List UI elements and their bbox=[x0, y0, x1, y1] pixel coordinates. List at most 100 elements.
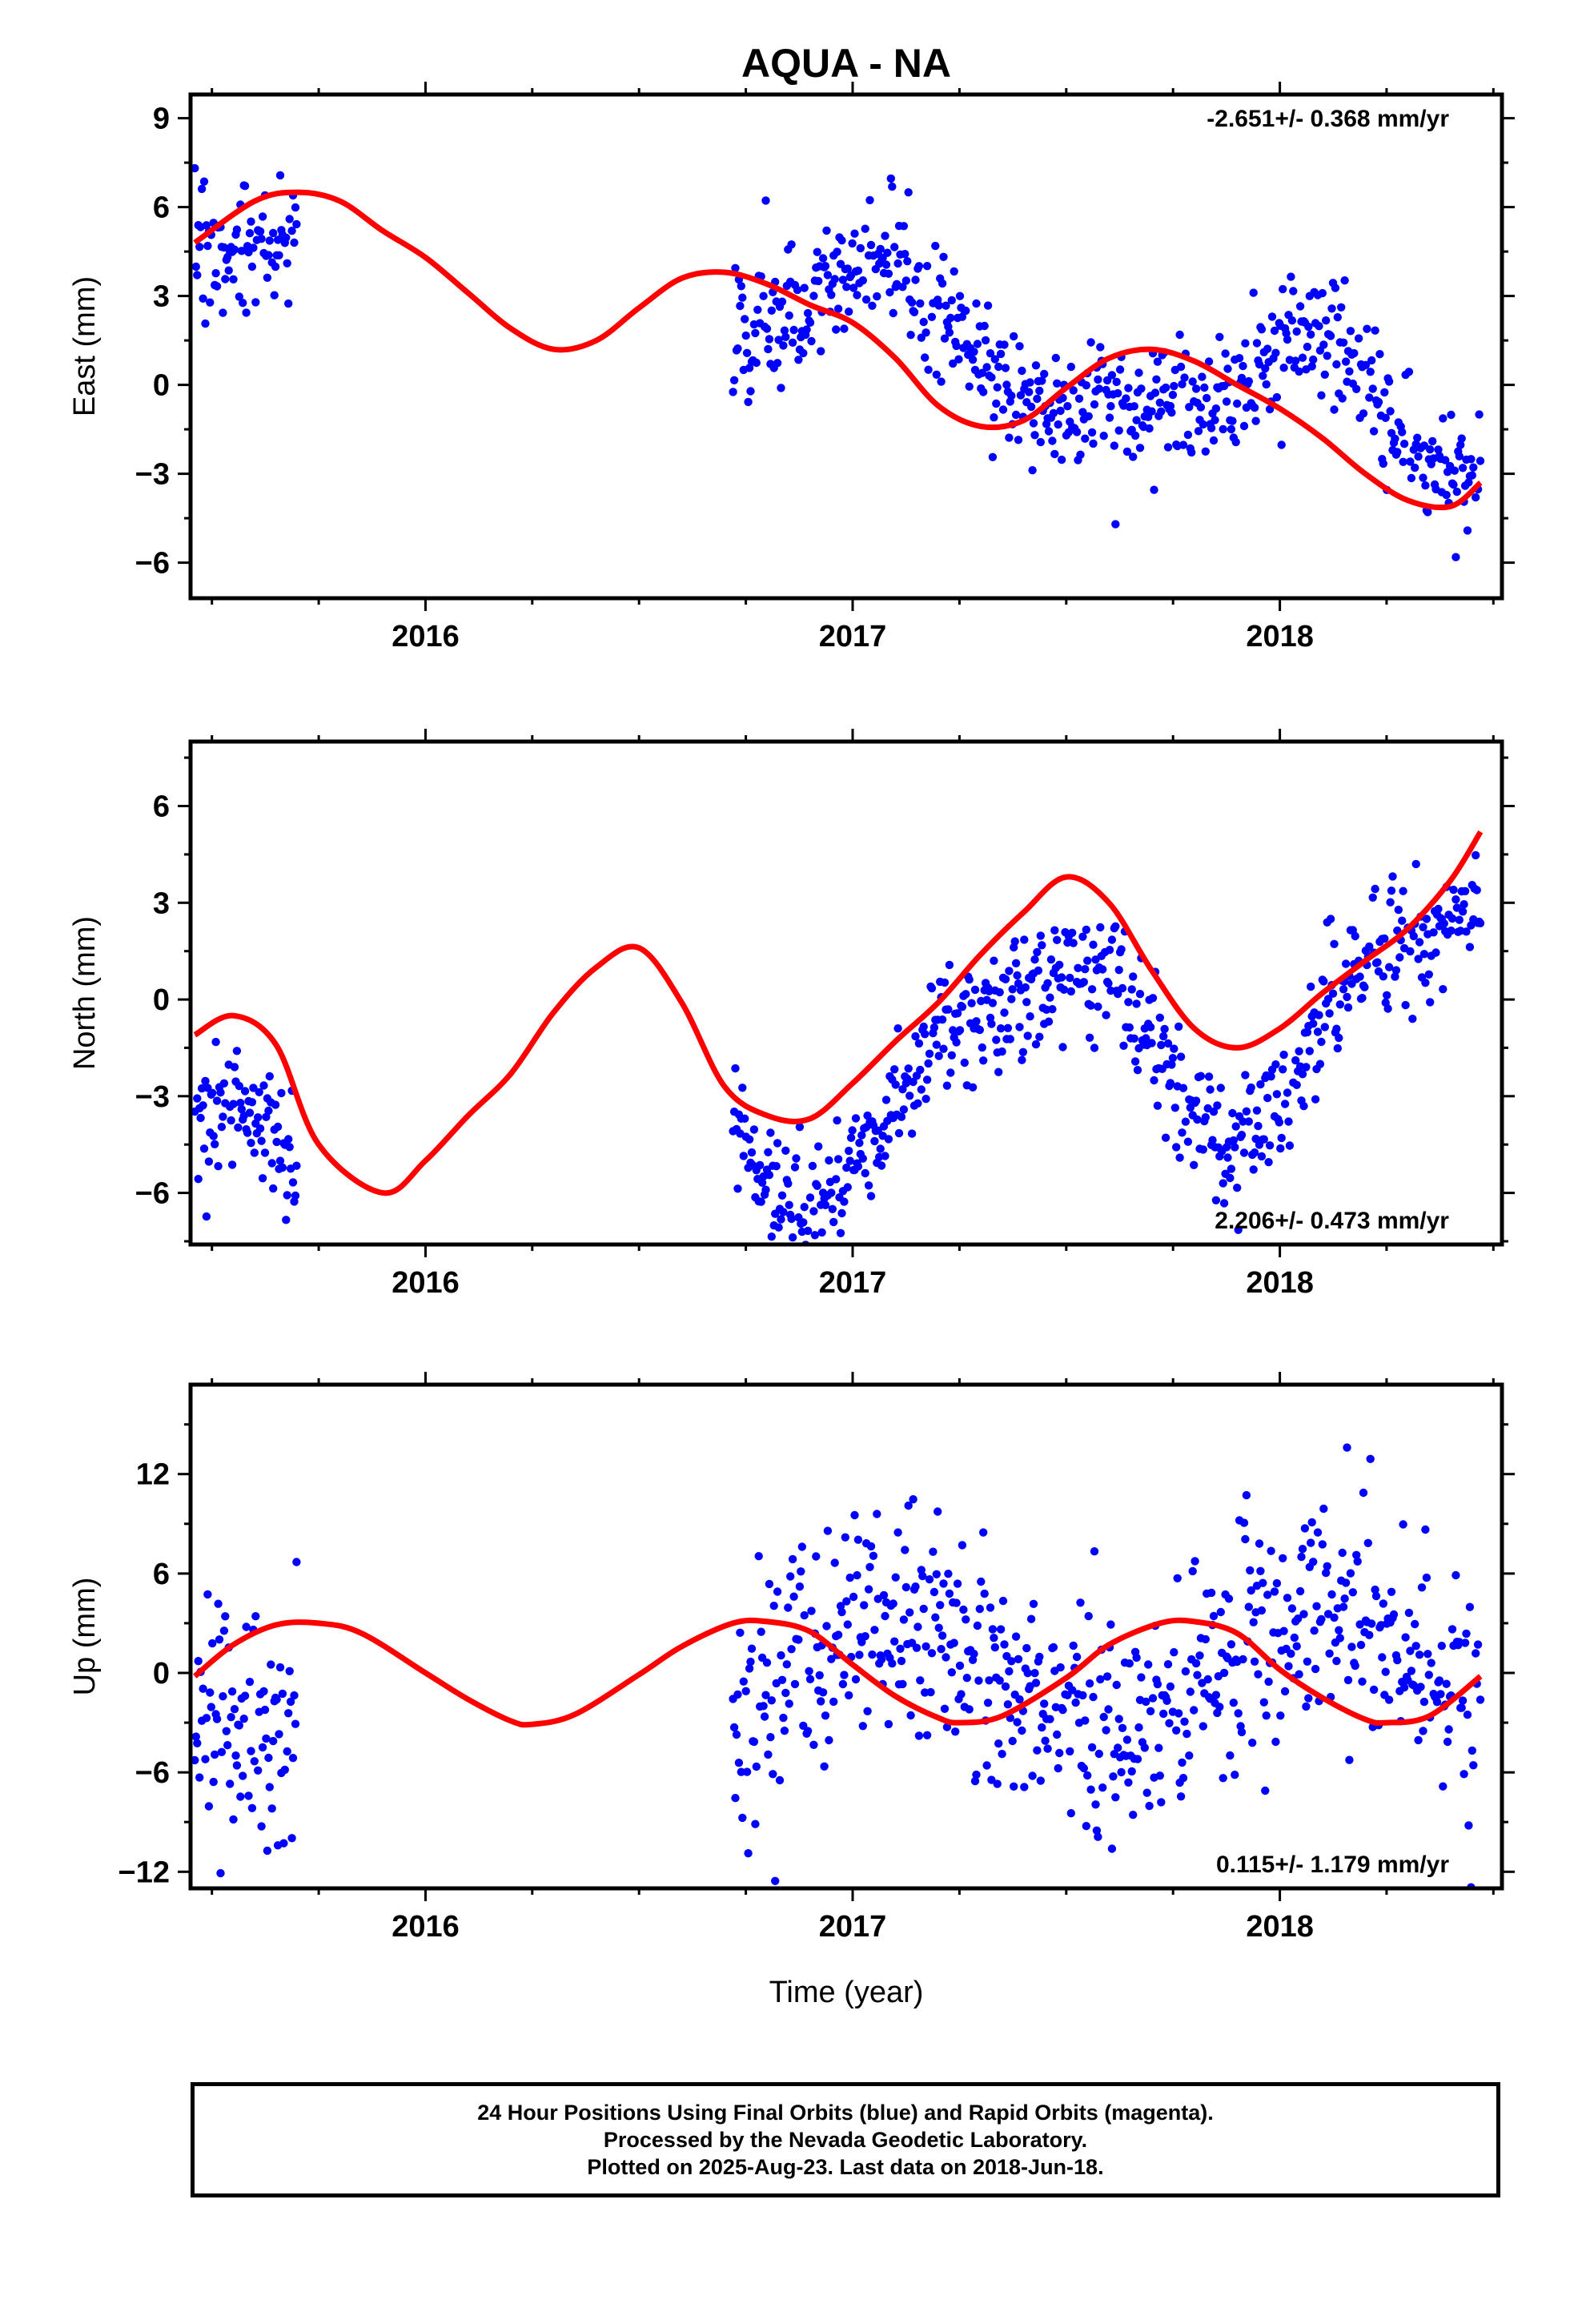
data-point bbox=[254, 1113, 263, 1122]
data-point bbox=[206, 298, 215, 307]
data-point bbox=[904, 1064, 913, 1073]
data-point bbox=[884, 1719, 893, 1729]
data-point bbox=[1201, 447, 1211, 456]
data-point bbox=[898, 1085, 907, 1094]
data-point bbox=[1265, 404, 1275, 414]
data-point bbox=[975, 1604, 985, 1614]
data-point bbox=[953, 1009, 962, 1018]
data-point bbox=[1244, 1117, 1254, 1126]
data-point bbox=[1122, 394, 1130, 403]
data-point bbox=[1283, 1594, 1292, 1602]
data-point bbox=[990, 956, 998, 965]
data-point bbox=[194, 1175, 203, 1184]
data-points-up bbox=[191, 1443, 1485, 1888]
data-point bbox=[914, 1731, 924, 1740]
data-point bbox=[1082, 1822, 1091, 1831]
data-point bbox=[1172, 1726, 1181, 1735]
data-point bbox=[1094, 375, 1102, 384]
data-point bbox=[1018, 1726, 1026, 1735]
data-point bbox=[1204, 1072, 1214, 1081]
data-point bbox=[746, 1657, 755, 1667]
data-point bbox=[1346, 1569, 1355, 1578]
data-point bbox=[786, 1572, 795, 1581]
data-point bbox=[1429, 928, 1438, 937]
data-point bbox=[227, 1160, 237, 1169]
data-point bbox=[236, 1792, 245, 1801]
data-point bbox=[1118, 1723, 1127, 1732]
data-point bbox=[1235, 354, 1244, 363]
data-point bbox=[739, 1152, 748, 1160]
data-point bbox=[1251, 416, 1260, 425]
data-point bbox=[1043, 979, 1052, 988]
data-point bbox=[1001, 364, 1010, 372]
data-point bbox=[1206, 1085, 1215, 1094]
data-point bbox=[1462, 927, 1471, 936]
data-point bbox=[1299, 1102, 1308, 1111]
data-point bbox=[1074, 394, 1084, 403]
model-curve-up bbox=[193, 1617, 1483, 1728]
data-point bbox=[1115, 365, 1125, 374]
data-point bbox=[1375, 350, 1384, 359]
data-point bbox=[191, 1755, 199, 1765]
data-point bbox=[1168, 390, 1178, 400]
data-point bbox=[899, 222, 909, 231]
data-point bbox=[1369, 427, 1379, 436]
data-point bbox=[1371, 1585, 1379, 1594]
data-point bbox=[1124, 384, 1133, 392]
plot-frame bbox=[188, 92, 1504, 601]
data-point bbox=[1439, 414, 1447, 423]
data-point bbox=[827, 1188, 836, 1197]
data-point bbox=[1094, 1749, 1104, 1759]
data-point bbox=[1335, 1000, 1345, 1009]
data-point bbox=[264, 1106, 273, 1116]
data-point bbox=[1458, 907, 1468, 916]
data-point bbox=[239, 299, 247, 308]
data-point bbox=[868, 301, 877, 310]
data-point bbox=[988, 452, 998, 461]
data-point bbox=[913, 1622, 922, 1631]
data-point bbox=[1215, 332, 1224, 341]
data-point bbox=[919, 317, 928, 327]
data-point bbox=[1066, 362, 1076, 372]
data-point bbox=[805, 318, 815, 327]
data-point bbox=[1130, 1057, 1140, 1066]
data-point bbox=[265, 1072, 274, 1081]
data-point bbox=[1317, 391, 1326, 400]
data-point bbox=[1035, 386, 1044, 396]
data-point bbox=[1419, 473, 1427, 482]
data-point bbox=[1345, 1755, 1354, 1764]
data-point bbox=[1000, 1008, 1009, 1017]
data-point bbox=[818, 1688, 828, 1697]
data-point bbox=[1267, 1546, 1275, 1555]
data-point bbox=[1303, 1027, 1312, 1037]
data-point bbox=[1055, 1748, 1064, 1758]
data-point bbox=[833, 1155, 843, 1164]
data-point bbox=[1216, 1084, 1226, 1092]
data-point bbox=[1432, 1698, 1442, 1707]
data-point bbox=[1137, 1673, 1146, 1682]
data-point bbox=[749, 1737, 759, 1747]
data-point bbox=[729, 1723, 739, 1732]
data-point bbox=[1066, 1809, 1076, 1818]
data-point bbox=[1028, 1771, 1037, 1780]
data-point bbox=[291, 1191, 300, 1200]
data-point bbox=[1033, 1746, 1042, 1755]
data-point bbox=[1106, 1620, 1115, 1629]
data-point bbox=[809, 1740, 818, 1749]
data-point bbox=[745, 1135, 754, 1144]
data-point bbox=[214, 1162, 223, 1171]
data-point bbox=[1419, 950, 1429, 959]
data-point bbox=[762, 324, 772, 333]
data-point bbox=[1460, 1770, 1468, 1779]
data-point bbox=[1295, 1047, 1303, 1055]
data-point bbox=[886, 174, 896, 183]
data-point bbox=[250, 1757, 259, 1766]
data-point bbox=[1366, 1454, 1375, 1464]
data-point bbox=[881, 1096, 891, 1104]
data-point bbox=[265, 236, 274, 245]
data-point bbox=[1216, 1607, 1226, 1617]
data-point bbox=[1094, 1002, 1102, 1011]
data-point bbox=[191, 1732, 200, 1741]
data-point bbox=[1155, 1771, 1165, 1780]
panel-up: 2016 2017 2018 −12 −6 0 6 12 Up (mm) 0.115+/- 1.1… bbox=[68, 1372, 1515, 1944]
